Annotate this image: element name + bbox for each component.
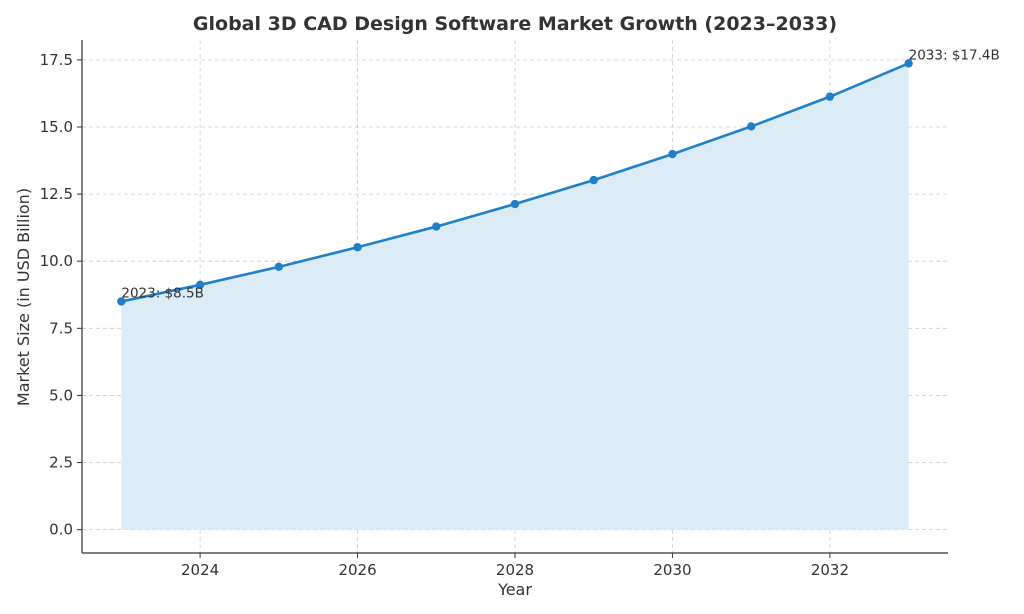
x-tick-label: 2024 bbox=[181, 561, 219, 579]
y-tick-label: 10.0 bbox=[40, 252, 73, 270]
y-axis-label: Market Size (in USD Billion) bbox=[14, 188, 33, 406]
series-area-fill bbox=[121, 63, 909, 530]
y-tick-label: 2.5 bbox=[49, 454, 73, 472]
data-point-2027 bbox=[432, 222, 441, 231]
data-point-2026 bbox=[353, 243, 362, 252]
y-tick-label: 12.5 bbox=[40, 185, 73, 203]
chart-title: Global 3D CAD Design Software Market Gro… bbox=[193, 13, 837, 35]
y-tick-label: 0.0 bbox=[49, 521, 73, 539]
line-layer bbox=[117, 59, 913, 306]
ticks-layer: 2024 2026 2028 2030 2032 0.0 2.5 5.0 7.5 10.0 12.5… bbox=[40, 51, 849, 579]
y-tick-label: 7.5 bbox=[49, 319, 73, 337]
x-tick-label: 2026 bbox=[338, 561, 376, 579]
x-tick-label: 2032 bbox=[811, 561, 849, 579]
x-tick-label: 2030 bbox=[653, 561, 691, 579]
x-tick-label: 2028 bbox=[496, 561, 534, 579]
y-tick-label: 15.0 bbox=[40, 118, 73, 136]
y-tick-label: 5.0 bbox=[49, 386, 73, 404]
data-annotation: 2023: $8.5B bbox=[121, 285, 204, 301]
data-point-2025 bbox=[274, 262, 284, 272]
data-point-2033 bbox=[904, 59, 913, 68]
data-point-2024 bbox=[195, 280, 205, 290]
data-point-2031 bbox=[746, 122, 756, 131]
data-point-2030 bbox=[668, 149, 677, 159]
data-annotation: 2033: $17.4B bbox=[909, 47, 1000, 63]
x-axis-label: Year bbox=[497, 580, 532, 599]
data-point-2028 bbox=[510, 199, 520, 209]
data-point-2032 bbox=[825, 92, 835, 101]
area-layer bbox=[121, 63, 909, 530]
data-point-2029 bbox=[589, 175, 598, 185]
annotation-layer: 2023: $8.5B 2033: $17.4B bbox=[121, 47, 999, 301]
y-tick-label: 17.5 bbox=[40, 51, 73, 69]
data-point-2023 bbox=[117, 297, 126, 306]
